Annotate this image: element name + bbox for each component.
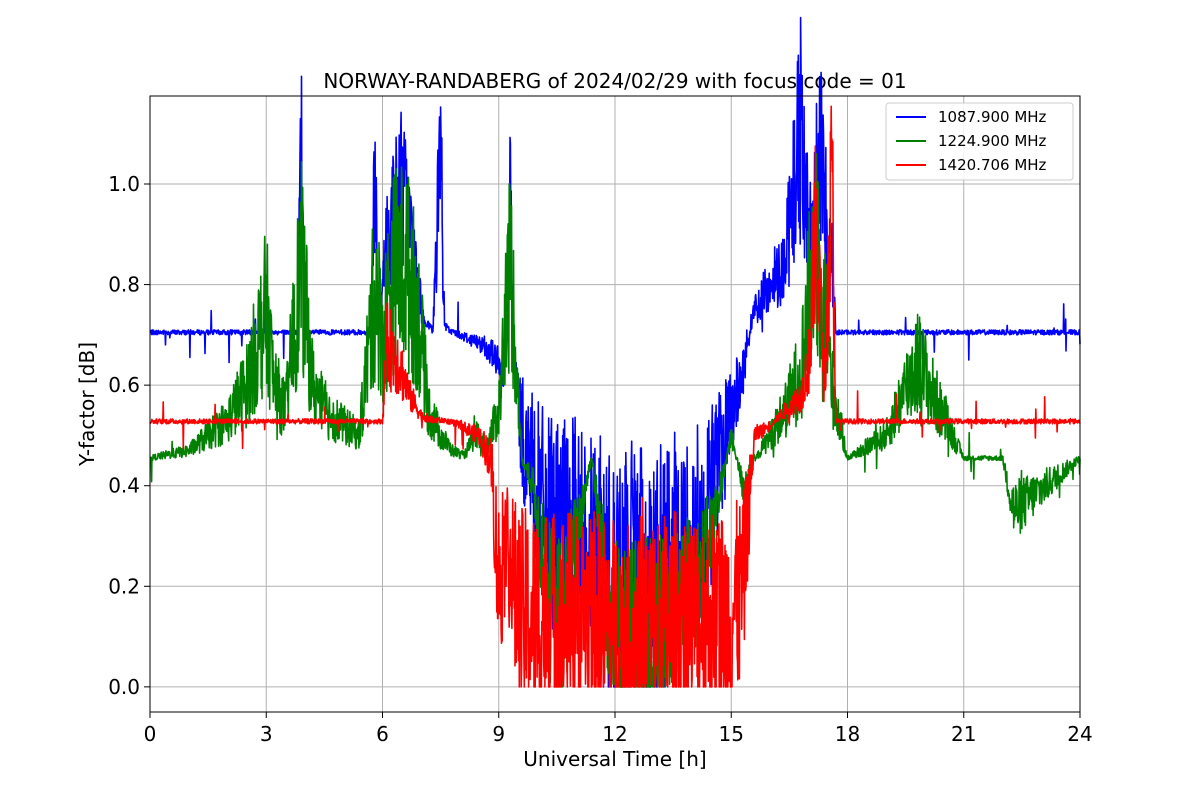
ticks: 0 3 6 9 12 15 18 21 24 0.0 0.2 0.4 0.6 0.8 1.0 (108, 172, 1093, 746)
x-tick-label: 0 (144, 722, 157, 746)
x-tick-label: 12 (602, 722, 627, 746)
x-tick-label: 18 (835, 722, 860, 746)
legend-box (885, 102, 1074, 181)
x-tick-label: 6 (376, 722, 389, 746)
y-tick-label: 0.6 (108, 373, 140, 397)
chart-title: NORWAY-RANDABERG of 2024/02/29 with focu… (323, 69, 906, 93)
x-tick-label: 9 (492, 722, 505, 746)
y-tick-label: 0.8 (108, 273, 140, 297)
x-tick-label: 24 (1067, 722, 1092, 746)
series-line (149, 105, 1081, 688)
x-tick-label: 21 (951, 722, 976, 746)
legend-label: 1087.900 MHz (938, 108, 1047, 126)
y-axis-label: Y-factor [dB] (75, 342, 99, 467)
y-tick-label: 0.2 (108, 574, 140, 598)
x-axis-label: Universal Time [h] (523, 747, 706, 771)
legend: 1087.900 MHz 1224.900 MHz 1420.706 MHz (885, 102, 1074, 181)
series-layer (149, 16, 1081, 688)
x-tick-label: 15 (719, 722, 744, 746)
x-tick-label: 3 (260, 722, 273, 746)
y-tick-label: 1.0 (108, 172, 140, 196)
y-tick-label: 0.0 (108, 675, 140, 699)
legend-label: 1224.900 MHz (938, 132, 1047, 150)
series-2 (149, 105, 1081, 688)
legend-label: 1420.706 MHz (938, 156, 1047, 174)
y-tick-label: 0.4 (108, 474, 140, 498)
